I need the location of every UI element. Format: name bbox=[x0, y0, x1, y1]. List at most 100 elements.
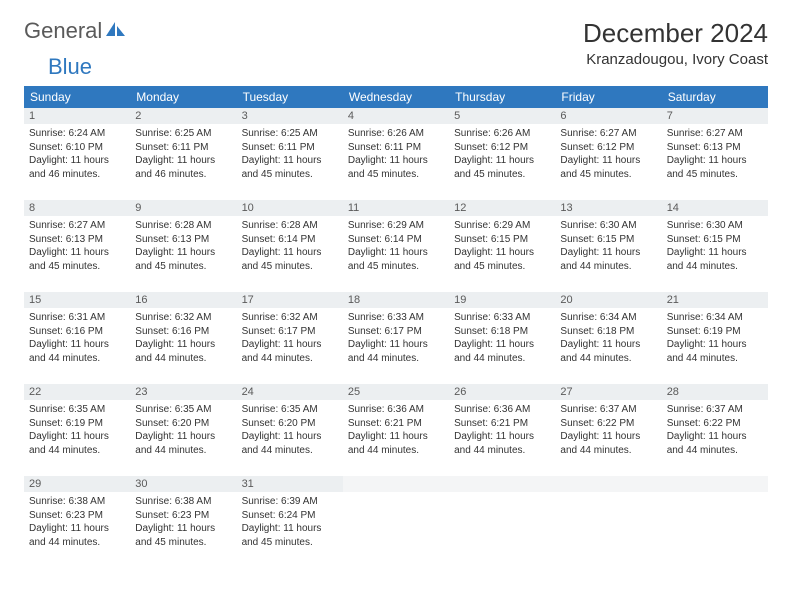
calendar-cell: 17Sunrise: 6:32 AMSunset: 6:17 PMDayligh… bbox=[237, 292, 343, 384]
calendar-cell: 26Sunrise: 6:36 AMSunset: 6:21 PMDayligh… bbox=[449, 384, 555, 476]
weekday-header: Tuesday bbox=[237, 86, 343, 108]
day-number: 5 bbox=[449, 108, 555, 124]
logo: General bbox=[24, 18, 126, 44]
calendar-cell: 22Sunrise: 6:35 AMSunset: 6:19 PMDayligh… bbox=[24, 384, 130, 476]
day-details: Sunrise: 6:27 AMSunset: 6:13 PMDaylight:… bbox=[662, 124, 768, 181]
day-number: 16 bbox=[130, 292, 236, 308]
calendar-cell: 15Sunrise: 6:31 AMSunset: 6:16 PMDayligh… bbox=[24, 292, 130, 384]
day-details: Sunrise: 6:30 AMSunset: 6:15 PMDaylight:… bbox=[555, 216, 661, 273]
day-details: Sunrise: 6:39 AMSunset: 6:24 PMDaylight:… bbox=[237, 492, 343, 549]
calendar-row: 29Sunrise: 6:38 AMSunset: 6:23 PMDayligh… bbox=[24, 476, 768, 568]
calendar-cell: 24Sunrise: 6:35 AMSunset: 6:20 PMDayligh… bbox=[237, 384, 343, 476]
weekday-header: Thursday bbox=[449, 86, 555, 108]
day-number: 12 bbox=[449, 200, 555, 216]
calendar-body: 1Sunrise: 6:24 AMSunset: 6:10 PMDaylight… bbox=[24, 108, 768, 568]
day-number-empty bbox=[662, 476, 768, 492]
calendar-cell: 12Sunrise: 6:29 AMSunset: 6:15 PMDayligh… bbox=[449, 200, 555, 292]
day-number: 9 bbox=[130, 200, 236, 216]
calendar-cell: 19Sunrise: 6:33 AMSunset: 6:18 PMDayligh… bbox=[449, 292, 555, 384]
day-details: Sunrise: 6:25 AMSunset: 6:11 PMDaylight:… bbox=[237, 124, 343, 181]
weekday-header: Saturday bbox=[662, 86, 768, 108]
weekday-header: Wednesday bbox=[343, 86, 449, 108]
day-details: Sunrise: 6:25 AMSunset: 6:11 PMDaylight:… bbox=[130, 124, 236, 181]
day-details: Sunrise: 6:38 AMSunset: 6:23 PMDaylight:… bbox=[24, 492, 130, 549]
day-details: Sunrise: 6:37 AMSunset: 6:22 PMDaylight:… bbox=[555, 400, 661, 457]
day-number: 10 bbox=[237, 200, 343, 216]
calendar-cell: 14Sunrise: 6:30 AMSunset: 6:15 PMDayligh… bbox=[662, 200, 768, 292]
calendar-cell: 4Sunrise: 6:26 AMSunset: 6:11 PMDaylight… bbox=[343, 108, 449, 200]
calendar-cell: 28Sunrise: 6:37 AMSunset: 6:22 PMDayligh… bbox=[662, 384, 768, 476]
day-number: 8 bbox=[24, 200, 130, 216]
day-number: 27 bbox=[555, 384, 661, 400]
weekday-header: Sunday bbox=[24, 86, 130, 108]
day-number: 17 bbox=[237, 292, 343, 308]
day-number: 26 bbox=[449, 384, 555, 400]
day-details: Sunrise: 6:27 AMSunset: 6:12 PMDaylight:… bbox=[555, 124, 661, 181]
day-number: 14 bbox=[662, 200, 768, 216]
day-details: Sunrise: 6:32 AMSunset: 6:17 PMDaylight:… bbox=[237, 308, 343, 365]
day-number: 18 bbox=[343, 292, 449, 308]
calendar-row: 1Sunrise: 6:24 AMSunset: 6:10 PMDaylight… bbox=[24, 108, 768, 200]
day-number: 23 bbox=[130, 384, 236, 400]
calendar-cell: 25Sunrise: 6:36 AMSunset: 6:21 PMDayligh… bbox=[343, 384, 449, 476]
calendar-page: General December 2024 Kranzadougou, Ivor… bbox=[0, 0, 792, 586]
calendar-cell: 5Sunrise: 6:26 AMSunset: 6:12 PMDaylight… bbox=[449, 108, 555, 200]
calendar-cell: 16Sunrise: 6:32 AMSunset: 6:16 PMDayligh… bbox=[130, 292, 236, 384]
day-details: Sunrise: 6:35 AMSunset: 6:20 PMDaylight:… bbox=[130, 400, 236, 457]
day-number: 24 bbox=[237, 384, 343, 400]
day-number: 13 bbox=[555, 200, 661, 216]
calendar-row: 15Sunrise: 6:31 AMSunset: 6:16 PMDayligh… bbox=[24, 292, 768, 384]
calendar-cell: 13Sunrise: 6:30 AMSunset: 6:15 PMDayligh… bbox=[555, 200, 661, 292]
day-details: Sunrise: 6:32 AMSunset: 6:16 PMDaylight:… bbox=[130, 308, 236, 365]
calendar-cell bbox=[555, 476, 661, 568]
calendar-row: 22Sunrise: 6:35 AMSunset: 6:19 PMDayligh… bbox=[24, 384, 768, 476]
day-details: Sunrise: 6:35 AMSunset: 6:19 PMDaylight:… bbox=[24, 400, 130, 457]
day-number-empty bbox=[555, 476, 661, 492]
calendar-cell bbox=[662, 476, 768, 568]
calendar-cell: 11Sunrise: 6:29 AMSunset: 6:14 PMDayligh… bbox=[343, 200, 449, 292]
day-details: Sunrise: 6:28 AMSunset: 6:13 PMDaylight:… bbox=[130, 216, 236, 273]
day-details: Sunrise: 6:37 AMSunset: 6:22 PMDaylight:… bbox=[662, 400, 768, 457]
calendar-cell: 8Sunrise: 6:27 AMSunset: 6:13 PMDaylight… bbox=[24, 200, 130, 292]
day-details: Sunrise: 6:34 AMSunset: 6:19 PMDaylight:… bbox=[662, 308, 768, 365]
day-details: Sunrise: 6:26 AMSunset: 6:12 PMDaylight:… bbox=[449, 124, 555, 181]
day-details: Sunrise: 6:26 AMSunset: 6:11 PMDaylight:… bbox=[343, 124, 449, 181]
logo-word2: Blue bbox=[48, 54, 92, 80]
day-details: Sunrise: 6:29 AMSunset: 6:14 PMDaylight:… bbox=[343, 216, 449, 273]
calendar-cell bbox=[343, 476, 449, 568]
calendar-cell: 3Sunrise: 6:25 AMSunset: 6:11 PMDaylight… bbox=[237, 108, 343, 200]
calendar-cell: 27Sunrise: 6:37 AMSunset: 6:22 PMDayligh… bbox=[555, 384, 661, 476]
calendar-cell: 20Sunrise: 6:34 AMSunset: 6:18 PMDayligh… bbox=[555, 292, 661, 384]
day-number: 2 bbox=[130, 108, 236, 124]
day-number: 11 bbox=[343, 200, 449, 216]
day-number: 31 bbox=[237, 476, 343, 492]
day-details: Sunrise: 6:29 AMSunset: 6:15 PMDaylight:… bbox=[449, 216, 555, 273]
day-details: Sunrise: 6:36 AMSunset: 6:21 PMDaylight:… bbox=[343, 400, 449, 457]
day-number: 22 bbox=[24, 384, 130, 400]
day-details: Sunrise: 6:31 AMSunset: 6:16 PMDaylight:… bbox=[24, 308, 130, 365]
calendar-cell: 1Sunrise: 6:24 AMSunset: 6:10 PMDaylight… bbox=[24, 108, 130, 200]
day-number: 28 bbox=[662, 384, 768, 400]
calendar-cell: 29Sunrise: 6:38 AMSunset: 6:23 PMDayligh… bbox=[24, 476, 130, 568]
title-block: December 2024 Kranzadougou, Ivory Coast bbox=[583, 18, 768, 68]
page-title: December 2024 bbox=[583, 18, 768, 49]
weekday-header: Friday bbox=[555, 86, 661, 108]
day-details: Sunrise: 6:33 AMSunset: 6:17 PMDaylight:… bbox=[343, 308, 449, 365]
day-number: 25 bbox=[343, 384, 449, 400]
logo-word1: General bbox=[24, 18, 102, 44]
day-details: Sunrise: 6:34 AMSunset: 6:18 PMDaylight:… bbox=[555, 308, 661, 365]
day-number-empty bbox=[343, 476, 449, 492]
day-details: Sunrise: 6:35 AMSunset: 6:20 PMDaylight:… bbox=[237, 400, 343, 457]
day-number: 1 bbox=[24, 108, 130, 124]
calendar-cell: 30Sunrise: 6:38 AMSunset: 6:23 PMDayligh… bbox=[130, 476, 236, 568]
day-details: Sunrise: 6:30 AMSunset: 6:15 PMDaylight:… bbox=[662, 216, 768, 273]
day-number: 15 bbox=[24, 292, 130, 308]
day-number: 4 bbox=[343, 108, 449, 124]
calendar-cell: 23Sunrise: 6:35 AMSunset: 6:20 PMDayligh… bbox=[130, 384, 236, 476]
location-label: Kranzadougou, Ivory Coast bbox=[583, 51, 768, 68]
day-number: 6 bbox=[555, 108, 661, 124]
day-number: 19 bbox=[449, 292, 555, 308]
day-number: 21 bbox=[662, 292, 768, 308]
calendar-table: Sunday Monday Tuesday Wednesday Thursday… bbox=[24, 86, 768, 568]
calendar-cell: 6Sunrise: 6:27 AMSunset: 6:12 PMDaylight… bbox=[555, 108, 661, 200]
